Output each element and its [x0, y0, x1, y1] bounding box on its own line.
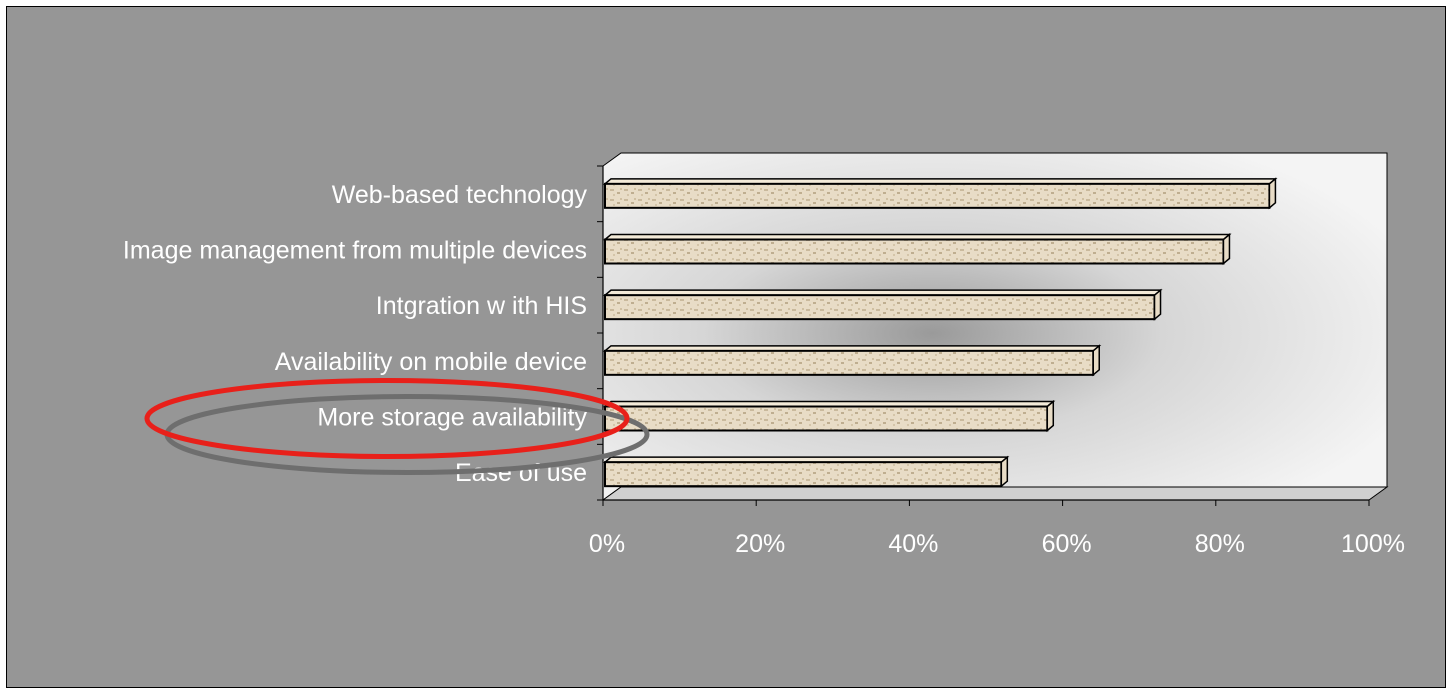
bar-front-face: [604, 182, 1271, 209]
bar-end-face: [1000, 455, 1009, 488]
x-tick-label: 0%: [589, 530, 625, 558]
bar-end-face: [1268, 177, 1277, 210]
bar-chart: 0% 20% 40% 60% 80% 100% Web-based technology I…: [123, 152, 1405, 558]
category-label: More storage availability: [317, 404, 587, 432]
category-label: Image management from multiple devices: [123, 237, 587, 265]
plot-floor: [601, 486, 1389, 501]
bar-end-face: [1092, 344, 1100, 377]
bar: [602, 455, 1010, 488]
x-tick-label: 80%: [1195, 530, 1245, 558]
axis-ticks: 0% 20% 40% 60% 80% 100%: [589, 500, 1405, 558]
bar-front-face: [604, 461, 1003, 488]
highlight-ellipse: [144, 378, 630, 459]
bar-front-face: [604, 405, 1049, 432]
bar: [602, 232, 1232, 266]
x-tick-label: 100%: [1341, 530, 1405, 558]
bar: [602, 288, 1163, 321]
x-tick-label: 40%: [888, 530, 938, 558]
bars-layer: [602, 177, 1278, 488]
category-label: Intgration w ith HIS: [376, 292, 587, 320]
bar-end-face: [1153, 288, 1162, 321]
bar: [602, 344, 1102, 377]
bar-front-face: [604, 349, 1095, 376]
bar-end-face: [1046, 399, 1055, 433]
bar-end-face: [1222, 232, 1231, 266]
x-tick-label: 60%: [1042, 530, 1092, 558]
bar-front-face: [604, 238, 1225, 265]
x-tick-label: 20%: [735, 530, 785, 558]
bar-front-face: [604, 294, 1156, 321]
bar: [602, 399, 1056, 433]
category-label: Web-based technology: [332, 181, 588, 209]
highlight-annotation: [144, 378, 650, 475]
category-labels: Web-based technology Image management fro…: [123, 181, 588, 487]
bar: [602, 177, 1278, 210]
chart-frame: 0% 20% 40% 60% 80% 100% Web-based technology I…: [6, 6, 1446, 688]
category-label: Availability on mobile device: [275, 348, 587, 376]
